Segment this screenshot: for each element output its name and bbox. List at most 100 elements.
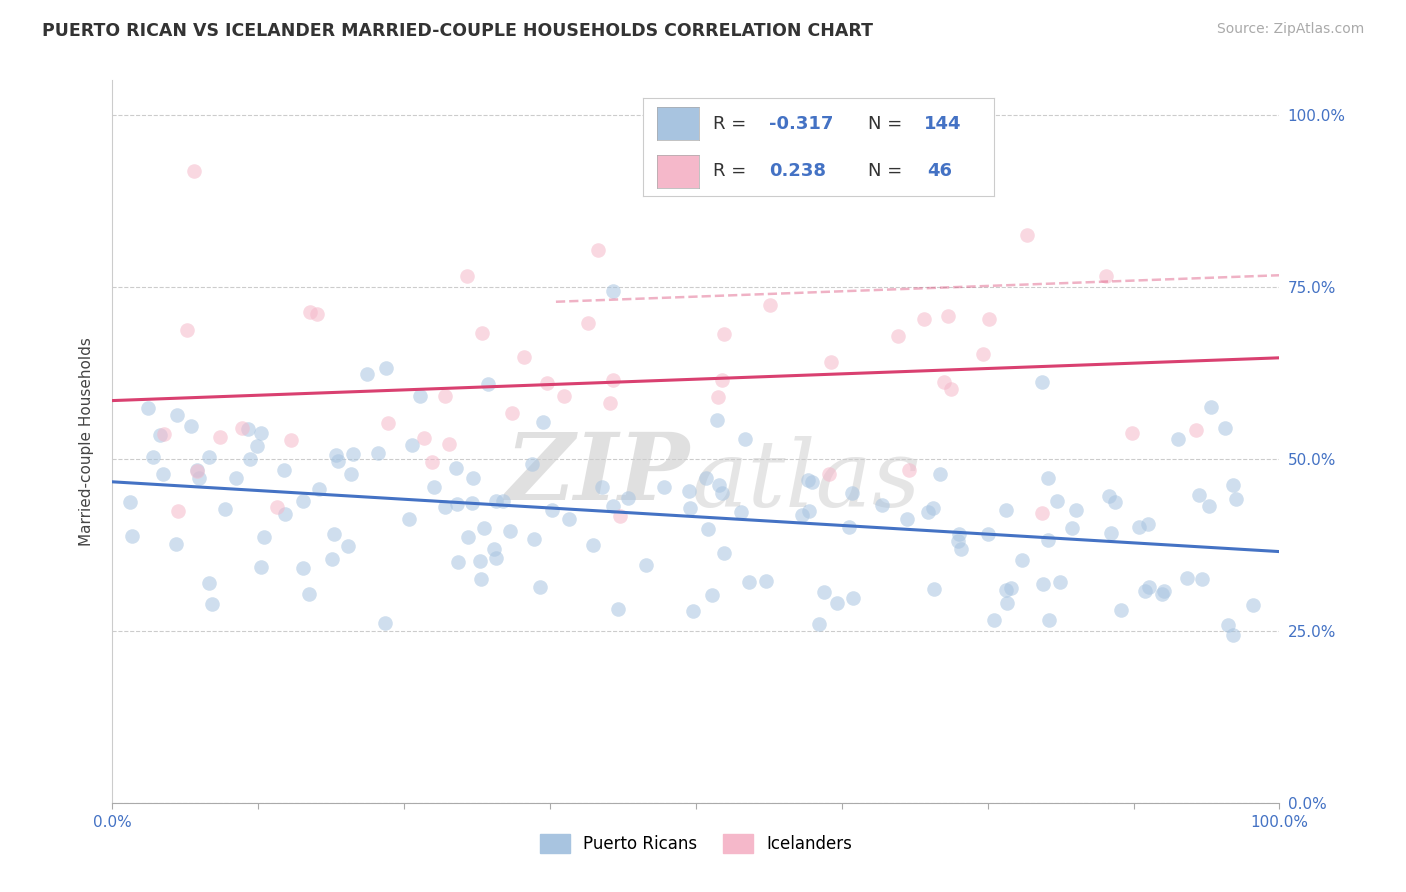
Point (214, 502, 236, 516)
Point (932, 375, 955, 389)
Point (198, 450, 221, 464)
Point (1036, 533, 1059, 547)
Point (591, 480, 613, 494)
Point (342, 447, 364, 461)
Point (470, 573, 492, 587)
Point (1225, 492, 1247, 507)
Point (602, 499, 624, 513)
Point (912, 312, 935, 326)
Point (977, 527, 1000, 541)
Point (897, 463, 920, 477)
Point (730, 505, 752, 519)
Point (1153, 584, 1175, 599)
Point (797, 504, 820, 518)
Point (337, 539, 360, 553)
Point (246, 439, 269, 453)
Point (186, 463, 208, 477)
Point (682, 604, 704, 618)
Point (165, 537, 187, 551)
Point (491, 493, 513, 508)
Point (409, 389, 432, 403)
Point (1015, 228, 1038, 243)
Point (422, 455, 444, 469)
Point (446, 497, 468, 511)
Legend: Puerto Ricans, Icelanders: Puerto Ricans, Icelanders (533, 827, 859, 860)
Point (501, 406, 523, 420)
Point (523, 532, 546, 546)
Point (198, 575, 221, 590)
Point (121, 529, 143, 543)
Point (679, 501, 702, 516)
Point (308, 483, 330, 497)
Point (413, 431, 436, 445)
Point (1000, 582, 1022, 596)
Point (239, 451, 262, 466)
Point (250, 426, 273, 441)
Point (922, 582, 945, 597)
Point (1218, 618, 1240, 632)
Point (797, 473, 820, 487)
Point (950, 541, 973, 556)
Point (231, 421, 253, 435)
Point (367, 446, 389, 460)
Point (755, 574, 778, 588)
Point (1241, 598, 1264, 612)
Point (291, 494, 314, 508)
Point (187, 471, 209, 485)
Point (1038, 471, 1060, 485)
Point (322, 527, 344, 541)
Point (1097, 489, 1119, 503)
Point (536, 376, 558, 390)
Point (607, 601, 630, 615)
Point (273, 463, 295, 477)
Point (298, 304, 321, 318)
Point (444, 460, 467, 475)
Point (1064, 502, 1087, 516)
Point (807, 616, 830, 631)
Point (977, 311, 1000, 326)
Text: PUERTO RICAN VS ICELANDER MARRIED-COUPLE HOUSEHOLDS CORRELATION CHART: PUERTO RICAN VS ICELANDER MARRIED-COUPLE… (42, 22, 873, 40)
Point (820, 354, 842, 368)
Point (374, 361, 396, 376)
Point (678, 484, 700, 499)
Point (1201, 400, 1223, 414)
Point (167, 504, 190, 518)
Text: Source: ZipAtlas.com: Source: ZipAtlas.com (1216, 22, 1364, 37)
Point (1046, 494, 1069, 508)
Point (842, 591, 865, 606)
Point (280, 434, 302, 448)
Point (1011, 553, 1033, 567)
Point (713, 326, 735, 341)
Point (149, 428, 172, 442)
Point (326, 454, 349, 468)
Point (305, 307, 328, 321)
Point (472, 521, 495, 535)
Point (825, 596, 848, 610)
Point (201, 597, 224, 611)
Point (707, 477, 730, 491)
Point (374, 615, 396, 630)
Point (1137, 580, 1160, 594)
Point (706, 390, 728, 404)
Point (456, 269, 478, 284)
Point (477, 376, 499, 391)
Point (917, 505, 939, 519)
Point (208, 429, 231, 443)
Point (582, 537, 605, 551)
Point (936, 309, 959, 323)
Point (994, 502, 1017, 516)
Point (398, 512, 420, 526)
Point (602, 373, 624, 387)
Point (1031, 376, 1053, 390)
Point (711, 373, 734, 387)
Point (838, 520, 860, 534)
Point (995, 596, 1018, 610)
Point (457, 530, 479, 544)
Point (253, 530, 276, 544)
Point (1187, 487, 1209, 501)
Point (485, 551, 508, 566)
Point (1104, 495, 1126, 509)
Point (1121, 426, 1143, 441)
Point (870, 498, 893, 512)
Point (1049, 574, 1071, 589)
